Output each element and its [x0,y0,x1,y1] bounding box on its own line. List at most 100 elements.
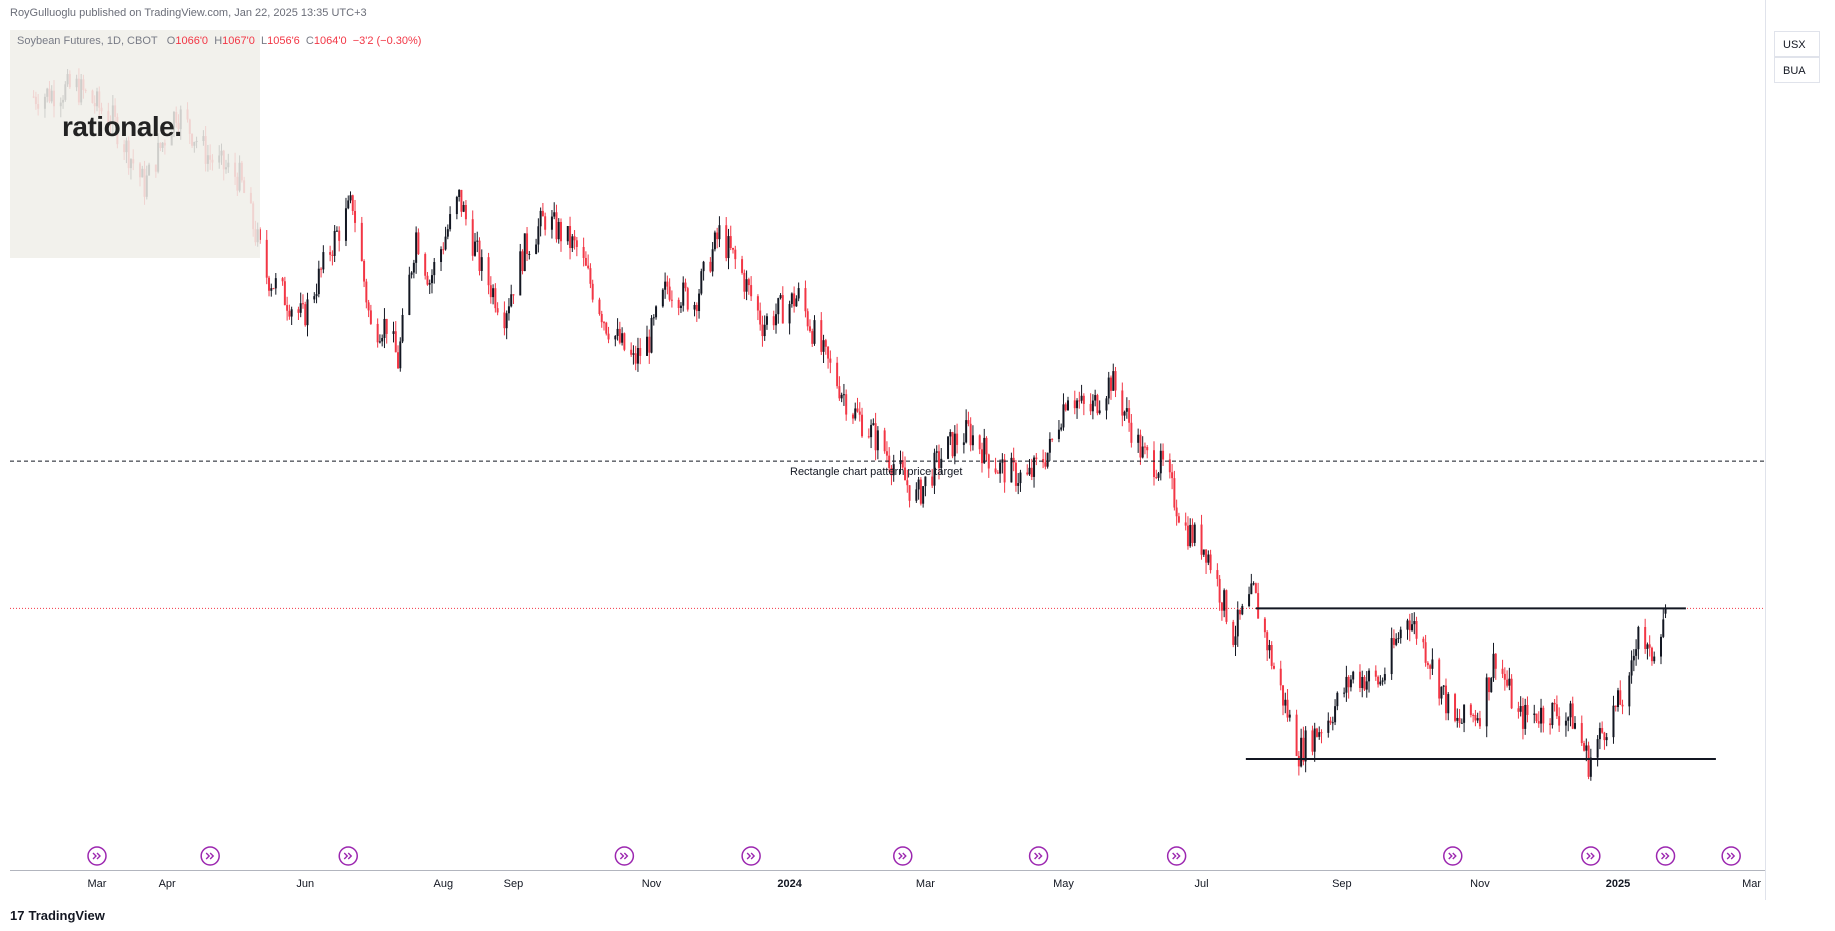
candle-body [922,486,925,504]
event-arrow-icon [92,852,101,860]
candle-body [1327,720,1330,733]
candle-body [829,358,832,363]
event-marker-icon[interactable] [893,846,913,866]
unit-button[interactable]: BUA [1774,57,1820,83]
candle-body [510,294,513,307]
candle-body [1046,452,1049,467]
candle-body [1526,704,1529,715]
event-marker-icon[interactable] [338,846,358,866]
candle-body [983,437,986,464]
candle-body [901,460,904,468]
candle-body [919,479,922,504]
candle-body [426,275,429,285]
candle-body [661,289,664,307]
candle-body [931,476,934,486]
tradingview-logo[interactable]: 17 TradingView [10,908,105,923]
candle-body [550,216,553,230]
high-value: 1067'0 [222,35,255,47]
candle-body [1392,638,1395,645]
candle-body [1241,606,1244,615]
candle-body [566,226,569,242]
event-marker-icon[interactable] [1028,846,1049,866]
candle-body [1076,400,1079,409]
candle-body [709,261,712,272]
candle-body [781,295,784,324]
x-tick-label: Mar [916,878,935,890]
candle-body [1406,620,1409,630]
event-marker-icon[interactable] [741,846,761,866]
candle-body [1313,728,1316,752]
price-axis[interactable] [1765,0,1835,900]
currency-button[interactable]: USX [1774,31,1820,57]
candle-body [1381,680,1384,682]
candle-body [1123,411,1126,416]
event-marker-icon[interactable] [1581,846,1601,866]
candle-body [1460,722,1463,724]
event-arrow-icon [205,852,215,860]
event-marker-icon[interactable] [1721,846,1741,866]
event-arrow-icon [1448,852,1457,860]
candle-body [598,299,601,314]
candle-body [383,318,386,338]
candle-body [537,226,540,245]
candle-body [1033,457,1036,477]
candle-body [471,219,474,256]
candle-body [385,318,388,334]
candle-body [1569,703,1572,718]
candle-body [1295,714,1298,756]
candle-body [1141,446,1144,458]
candle-body [1415,621,1418,639]
ohlc-legend[interactable]: Soybean Futures, 1D, CBOT O1066'0 H1067'… [17,35,421,47]
x-tick-label: Apr [159,878,176,890]
candle-body [1422,638,1425,643]
event-marker-icon[interactable] [1443,846,1463,866]
event-marker-icon[interactable] [200,846,220,866]
candle-body [840,394,843,399]
candle-body [1365,681,1368,690]
candle-body [455,196,458,215]
candle-body [1589,757,1592,777]
candle-body [750,285,753,297]
candle-body [528,253,531,255]
candle-body [1540,707,1543,724]
candle-body [666,281,669,287]
candle-body [937,451,940,469]
candle-body [899,460,902,465]
candle-body [1329,720,1332,723]
event-marker-icon[interactable] [1655,846,1676,866]
candle-body [412,262,415,273]
candle-body [1284,699,1287,706]
candle-body [1533,713,1536,715]
candle-body [1254,583,1257,594]
candle-body [1019,472,1022,484]
candle-body [313,296,316,300]
candle-body [804,288,807,312]
candle-body [788,304,791,324]
candle-body [589,268,592,284]
candle-body [553,212,556,217]
candle-body [1632,655,1635,661]
candle-body [725,225,728,259]
event-marker-icon[interactable] [87,846,107,866]
candle-body [360,222,363,261]
event-marker-icon[interactable] [1166,846,1187,866]
candle-body [1603,732,1606,741]
x-tick-label: 2025 [1606,878,1630,890]
candle-body [338,230,341,241]
candle-body [1383,674,1386,681]
candle-body [677,299,680,309]
candle-body [1035,457,1038,460]
candle-body [1186,525,1189,547]
candle-body [1202,549,1205,555]
candle-body [698,293,701,312]
event-marker-icon[interactable] [614,846,635,866]
candle-body [573,236,576,241]
candle-body [1193,524,1196,543]
candle-body [924,476,927,487]
candle-body [1349,679,1352,688]
candle-body [987,454,990,469]
candle-body [1234,636,1237,645]
candle-body [487,257,490,286]
candle-body [496,308,499,313]
